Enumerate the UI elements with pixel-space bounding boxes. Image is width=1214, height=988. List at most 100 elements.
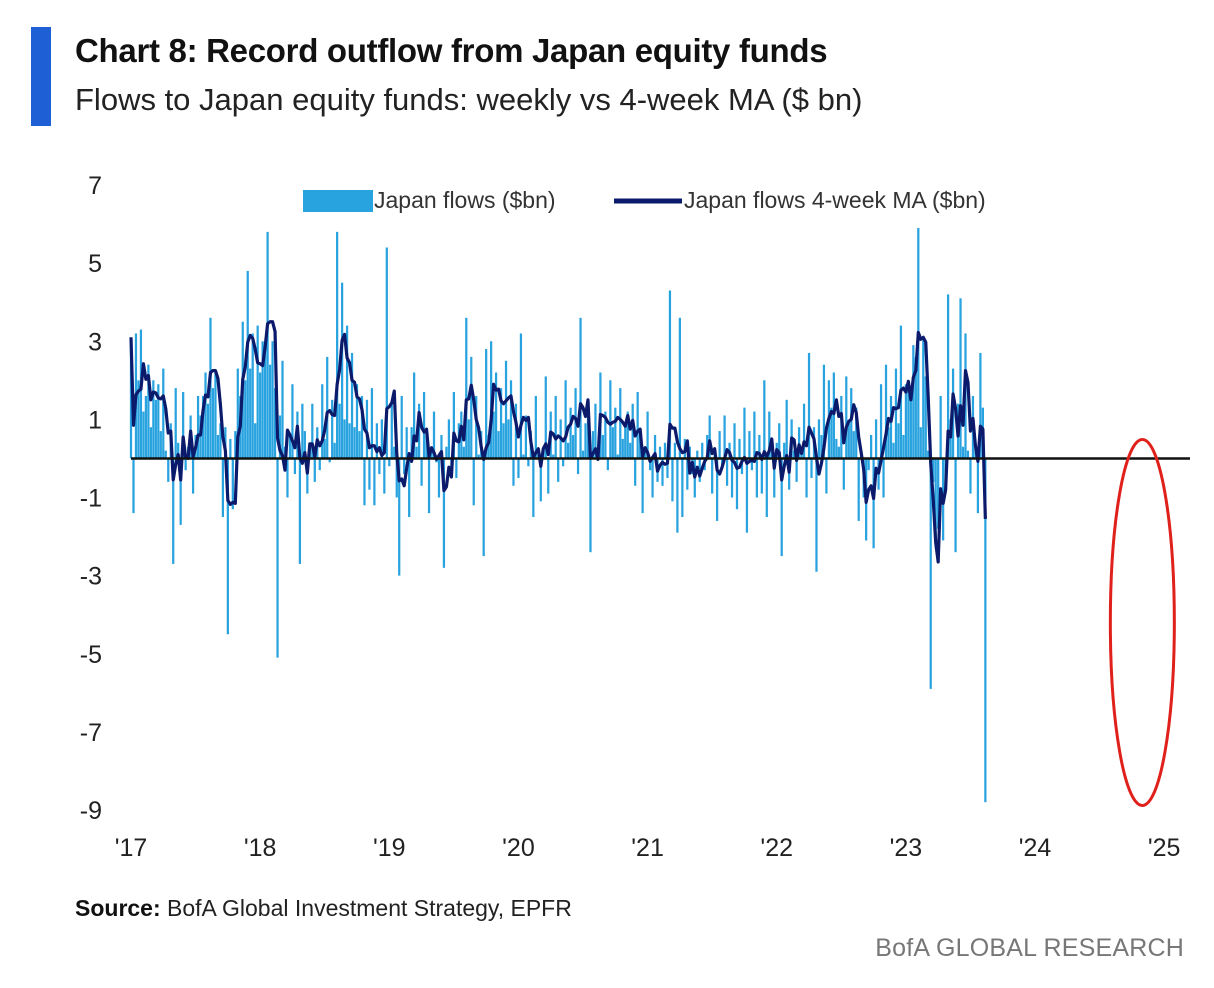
bar-week [182,392,185,459]
bar-week [288,435,292,459]
bar-week [763,380,766,459]
bar-week [129,337,133,459]
bar-week [567,442,570,459]
bar-week [949,419,952,459]
bar-week [204,372,207,459]
bar-week [768,411,771,459]
bar-week [445,446,448,459]
bar-week [211,388,215,459]
bar-week [184,458,187,471]
bar-week [154,399,157,459]
bar-week [507,419,510,459]
bar-week [427,458,431,514]
bar-week [485,349,488,459]
bar-week [907,380,910,459]
bar-week [343,419,346,459]
bar-week [904,384,908,459]
bar-week [959,298,962,459]
bar-week [817,419,821,459]
bar-week [345,325,349,459]
bar-week [266,231,269,459]
source-label: Source: [75,895,161,921]
bar-week [740,458,744,475]
bar-week [437,458,441,498]
bar-series-japan-flows [129,227,987,803]
bar-week [326,356,329,459]
bar-week [442,458,446,568]
bar-week [850,388,853,459]
bar-week [673,442,677,459]
bar-week [413,372,416,459]
source-note: Source: BofA Global Investment Strategy,… [75,895,572,922]
bar-week [932,458,935,482]
source-text: BofA Global Investment Strategy, EPFR [167,895,572,921]
bar-week [519,333,523,459]
bar-week [835,438,838,459]
bar-week [750,458,754,471]
bar-week [417,403,421,459]
x-tick-label: '18 [244,834,277,862]
bar-week [735,458,739,510]
bar-week [778,423,781,459]
bar-week [440,435,443,459]
bar-week [229,438,232,459]
bar-week [658,446,662,459]
bar-week [924,376,927,459]
bar-week [340,282,344,459]
legend: Japan flows ($bn) Japan flows 4-week MA … [303,187,986,213]
bar-week [676,458,679,533]
line-series-japan-flows-4wk-ma [129,320,987,564]
bar-week [475,395,478,459]
bar-week [914,356,917,459]
bar-week [497,431,500,459]
bar-week [132,458,135,514]
bar-week [825,458,828,494]
bar-week [527,458,530,467]
bar-week [584,423,587,459]
bar-week [708,415,711,459]
bar-week [422,392,426,459]
bar-week [147,364,150,459]
bar-week [810,458,813,478]
bar-week [589,458,592,553]
bar-week [383,458,386,494]
bar-week [939,395,942,459]
y-tick-label: -3 [80,563,102,591]
bar-week [149,427,152,459]
bar-week [571,435,575,459]
bar-week [961,446,965,459]
bar-week [432,411,436,459]
bar-week [338,403,341,459]
bar-week [909,399,912,459]
bar-week [363,458,366,506]
x-tick-label: '19 [373,834,406,862]
x-tick-label: '20 [502,834,535,862]
bar-week [196,395,200,459]
bar-week [678,317,681,459]
bar-week [355,384,359,459]
bar-week [758,435,761,459]
bar-week [482,458,485,557]
y-tick-label: -5 [80,641,102,669]
bar-week [976,458,980,514]
bar-week [390,403,393,459]
bar-week [785,399,788,459]
brand-footer: BofA GLOBAL RESEARCH [875,934,1184,962]
bar-week [544,376,547,459]
bar-week [487,435,490,459]
bar-week [711,458,714,494]
bar-week [393,446,396,459]
bar-week [892,442,895,459]
bar-week [336,231,339,459]
bar-week [281,360,284,459]
bar-week [313,458,316,482]
bar-week [872,458,875,549]
bar-week [353,427,356,459]
legend-label-japan-flows-ma: Japan flows 4-week MA ($bn) [684,187,986,213]
bar-week [375,423,378,459]
bar-week [723,415,726,459]
bar-week [738,438,741,459]
bar-week [226,458,229,635]
bar-week [581,450,585,459]
bar-week [887,427,890,459]
